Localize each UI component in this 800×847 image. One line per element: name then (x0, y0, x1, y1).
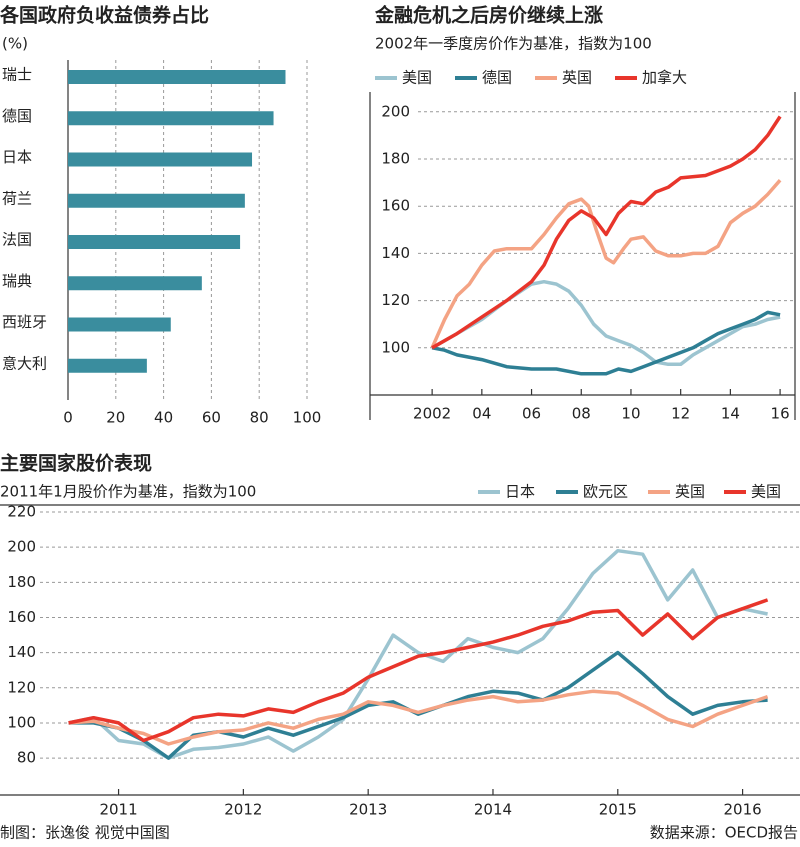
x-tick-label: 60 (202, 409, 221, 427)
bar (68, 358, 147, 373)
x-tick-label: 2014 (474, 801, 512, 819)
bar (68, 235, 241, 249)
y-tick-label: 120 (381, 291, 410, 309)
legend-label: 德国 (482, 69, 512, 87)
chart-subtitle: 2002年一季度房价作为基准，指数为100 (375, 35, 652, 53)
y-tick-label: 瑞典 (2, 272, 32, 290)
chart-subtitle: 2011年1月股价作为基准，指数为100 (0, 483, 256, 501)
x-tick-label: 2002 (413, 405, 451, 423)
x-tick-label: 06 (522, 405, 541, 423)
legend-label: 日本 (505, 483, 535, 501)
line-series (431, 310, 781, 376)
x-tick-label: 40 (154, 409, 173, 427)
y-tick-label: 80 (17, 749, 36, 767)
y-tick-label: 160 (381, 197, 410, 215)
x-tick-label: 12 (671, 405, 690, 423)
legend-label: 欧元区 (583, 483, 628, 501)
y-tick-label: 德国 (2, 107, 32, 125)
bar (68, 111, 274, 126)
legend-label: 美国 (751, 483, 781, 501)
chart-title: 金融危机之后房价继续上涨 (374, 4, 603, 27)
x-tick-label: 14 (721, 405, 740, 423)
x-tick-label: 0 (63, 409, 73, 427)
x-tick-label: 20 (106, 409, 125, 427)
x-tick-label: 2011 (99, 801, 137, 819)
y-tick-label: 200 (7, 538, 36, 556)
y-tick-label: 100 (7, 713, 36, 731)
legend-label: 美国 (402, 69, 432, 87)
line-series (68, 650, 768, 760)
bar (68, 70, 286, 84)
line-series (68, 548, 768, 760)
y-tick-label: 100 (381, 338, 410, 356)
legend-label: 英国 (562, 69, 592, 87)
x-tick-label: 16 (771, 405, 790, 423)
line-series (431, 279, 781, 367)
credit: 制图：张逸俊 视觉中国图 (0, 824, 170, 842)
x-tick-label: 2012 (224, 801, 262, 819)
line-series (430, 179, 782, 349)
chart-subtitle: (%) (2, 35, 28, 53)
chart-title: 主要国家股价表现 (0, 452, 152, 475)
y-tick-label: 200 (381, 102, 410, 120)
bar (68, 317, 171, 332)
x-tick-label: 80 (250, 409, 269, 427)
x-tick-label: 2015 (599, 801, 637, 819)
x-tick-label: 2016 (723, 801, 761, 819)
y-tick-label: 180 (7, 573, 36, 591)
x-tick-label: 08 (572, 405, 591, 423)
bar (68, 193, 245, 208)
legend-label: 英国 (675, 483, 705, 501)
x-tick-label: 10 (621, 405, 640, 423)
y-tick-label: 160 (7, 608, 36, 626)
source: 数据来源：OECD报告 (650, 824, 798, 842)
legend-label: 加拿大 (642, 69, 687, 87)
y-tick-label: 120 (7, 678, 36, 696)
line-series (68, 689, 769, 746)
y-tick-label: 日本 (2, 148, 32, 166)
y-tick-label: 220 (7, 503, 36, 521)
y-tick-label: 意大利 (2, 354, 47, 372)
y-tick-label: 西班牙 (2, 313, 47, 331)
x-tick-label: 100 (293, 409, 322, 427)
x-tick-label: 2013 (349, 801, 387, 819)
chart-title: 各国政府负收益债券占比 (0, 4, 209, 27)
y-tick-label: 荷兰 (2, 189, 32, 207)
y-tick-label: 瑞士 (2, 66, 32, 84)
y-tick-label: 140 (381, 244, 410, 262)
line-series (68, 598, 769, 743)
x-tick-label: 04 (472, 405, 491, 423)
bar (68, 152, 253, 167)
y-tick-label: 法国 (2, 231, 32, 249)
bar (68, 276, 202, 291)
y-tick-label: 180 (381, 150, 410, 168)
line-series (431, 115, 782, 350)
y-tick-label: 140 (7, 643, 36, 661)
